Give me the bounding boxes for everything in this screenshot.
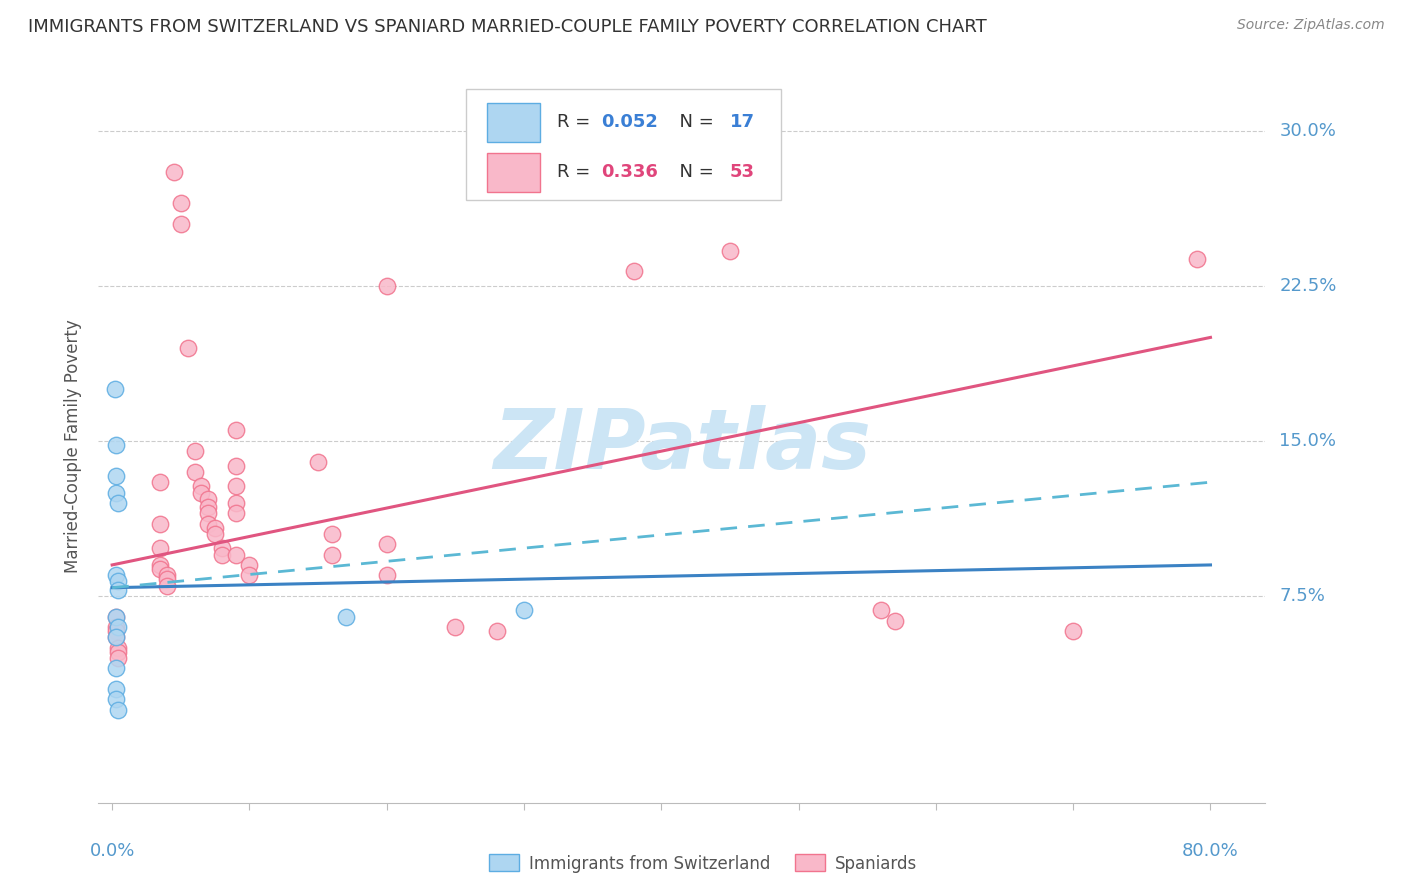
Point xyxy=(105,661,128,675)
Point xyxy=(197,491,219,506)
Point xyxy=(197,500,219,514)
Point xyxy=(107,582,129,597)
Point xyxy=(513,603,536,617)
Point xyxy=(156,568,179,582)
Point xyxy=(170,196,193,211)
Legend: Immigrants from Switzerland, Spaniards: Immigrants from Switzerland, Spaniards xyxy=(482,847,924,880)
FancyBboxPatch shape xyxy=(486,153,540,192)
Text: N =: N = xyxy=(668,113,720,131)
Text: 80.0%: 80.0% xyxy=(1182,842,1239,860)
Point xyxy=(176,341,198,355)
Point xyxy=(107,620,129,634)
Point xyxy=(204,521,226,535)
Point xyxy=(225,479,247,493)
Point xyxy=(225,506,247,520)
Text: R =: R = xyxy=(557,113,596,131)
Text: 22.5%: 22.5% xyxy=(1279,277,1337,294)
Point xyxy=(238,558,260,572)
Point xyxy=(183,444,205,458)
Point xyxy=(225,424,247,438)
Point xyxy=(107,645,129,659)
Text: ZIPatlas: ZIPatlas xyxy=(494,406,870,486)
Text: IMMIGRANTS FROM SWITZERLAND VS SPANIARD MARRIED-COUPLE FAMILY POVERTY CORRELATIO: IMMIGRANTS FROM SWITZERLAND VS SPANIARD … xyxy=(28,18,987,36)
Point xyxy=(156,573,179,587)
Point xyxy=(197,516,219,531)
Point xyxy=(335,609,357,624)
Point xyxy=(163,165,186,179)
Point xyxy=(104,382,127,396)
Point xyxy=(149,558,172,572)
Point xyxy=(105,568,128,582)
FancyBboxPatch shape xyxy=(465,89,782,200)
Text: 15.0%: 15.0% xyxy=(1279,432,1336,450)
Point xyxy=(105,438,128,452)
Point xyxy=(105,624,128,639)
Point xyxy=(107,651,129,665)
Point xyxy=(197,506,219,520)
Point xyxy=(107,496,129,510)
Point xyxy=(225,548,247,562)
Point xyxy=(211,541,233,556)
Text: 17: 17 xyxy=(730,113,755,131)
Point xyxy=(107,574,129,589)
Point xyxy=(105,469,128,483)
Point xyxy=(190,479,212,493)
Point xyxy=(105,681,128,696)
Point xyxy=(225,496,247,510)
Point xyxy=(1062,624,1084,639)
Text: 7.5%: 7.5% xyxy=(1279,587,1326,605)
Point xyxy=(105,692,128,706)
Point xyxy=(375,568,398,582)
Text: 53: 53 xyxy=(730,163,755,181)
Point xyxy=(321,527,343,541)
Point xyxy=(375,278,398,293)
Point xyxy=(105,485,128,500)
Point xyxy=(211,548,233,562)
Point xyxy=(105,630,128,644)
Point xyxy=(105,609,128,624)
Point xyxy=(238,568,260,582)
Text: 0.0%: 0.0% xyxy=(90,842,135,860)
Point xyxy=(321,548,343,562)
Text: Source: ZipAtlas.com: Source: ZipAtlas.com xyxy=(1237,18,1385,32)
Point xyxy=(204,527,226,541)
Point xyxy=(883,614,905,628)
Point xyxy=(1185,252,1208,266)
Point xyxy=(307,454,329,468)
Text: 0.052: 0.052 xyxy=(602,113,658,131)
Point xyxy=(870,603,893,617)
Point xyxy=(107,640,129,655)
Text: 30.0%: 30.0% xyxy=(1279,121,1336,139)
Point xyxy=(485,624,508,639)
Point xyxy=(156,579,179,593)
Text: R =: R = xyxy=(557,163,596,181)
Point xyxy=(107,703,129,717)
Point xyxy=(225,458,247,473)
Point xyxy=(105,630,128,644)
Point xyxy=(444,620,467,634)
Point xyxy=(105,620,128,634)
Point xyxy=(183,465,205,479)
Point xyxy=(149,562,172,576)
Text: 0.336: 0.336 xyxy=(602,163,658,181)
Point xyxy=(105,609,128,624)
Point xyxy=(170,217,193,231)
FancyBboxPatch shape xyxy=(486,103,540,142)
Point xyxy=(149,541,172,556)
Text: N =: N = xyxy=(668,163,720,181)
Y-axis label: Married-Couple Family Poverty: Married-Couple Family Poverty xyxy=(63,319,82,573)
Point xyxy=(375,537,398,551)
Point xyxy=(190,485,212,500)
Point xyxy=(623,264,645,278)
Point xyxy=(149,516,172,531)
Point xyxy=(718,244,741,258)
Point xyxy=(149,475,172,490)
